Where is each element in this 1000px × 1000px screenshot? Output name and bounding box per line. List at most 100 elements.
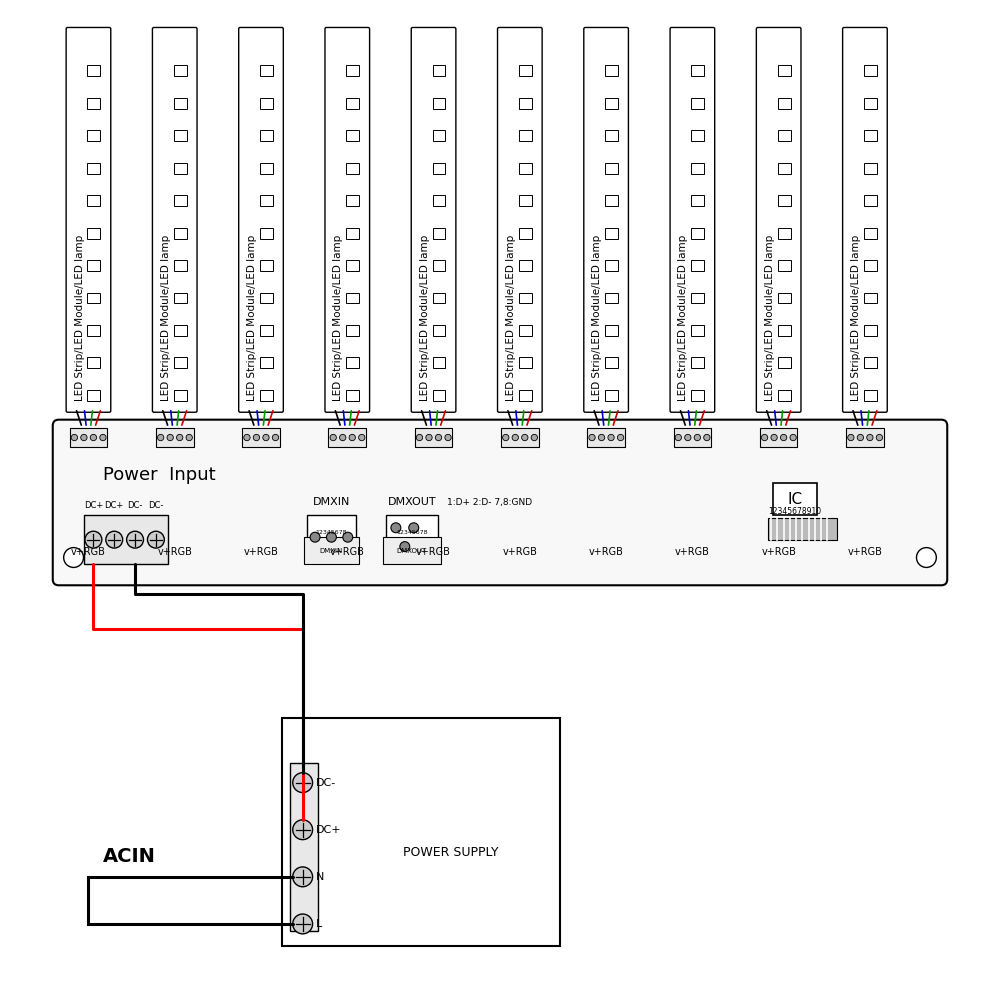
Circle shape — [177, 434, 183, 441]
FancyBboxPatch shape — [584, 27, 628, 412]
Bar — [174, 357, 187, 368]
Bar — [260, 163, 273, 174]
Text: DMXIN: DMXIN — [320, 548, 343, 554]
Text: 12345678: 12345678 — [316, 530, 347, 535]
Bar — [778, 195, 791, 206]
Bar — [519, 130, 532, 141]
Bar — [304, 537, 359, 564]
Circle shape — [848, 434, 854, 441]
Text: N: N — [316, 872, 324, 882]
Bar — [778, 357, 791, 368]
Bar — [773, 483, 817, 515]
Circle shape — [100, 434, 106, 441]
Circle shape — [685, 434, 691, 441]
FancyBboxPatch shape — [152, 27, 197, 412]
Bar — [87, 293, 100, 303]
Bar — [346, 228, 359, 239]
Text: LED Strip/LED Module/LED lamp: LED Strip/LED Module/LED lamp — [333, 235, 343, 401]
Text: DC-: DC- — [127, 501, 143, 510]
Bar — [674, 428, 711, 447]
Bar — [605, 195, 618, 206]
Bar — [778, 325, 791, 336]
Circle shape — [167, 434, 173, 441]
Bar — [605, 228, 618, 239]
Text: v+RGB: v+RGB — [502, 547, 537, 557]
Bar — [864, 65, 877, 76]
Circle shape — [790, 434, 796, 441]
Bar — [864, 293, 877, 303]
FancyBboxPatch shape — [670, 27, 715, 412]
Circle shape — [780, 434, 787, 441]
Circle shape — [64, 548, 84, 567]
Bar — [691, 163, 704, 174]
Bar — [290, 763, 318, 931]
Bar — [605, 293, 618, 303]
Text: Power  Input: Power Input — [103, 466, 216, 484]
Bar — [346, 163, 359, 174]
Text: LED Strip/LED Module/LED lamp: LED Strip/LED Module/LED lamp — [247, 235, 257, 401]
Bar — [519, 98, 532, 109]
Circle shape — [876, 434, 883, 441]
Bar — [691, 260, 704, 271]
Bar — [87, 163, 100, 174]
Bar — [778, 228, 791, 239]
Circle shape — [272, 434, 279, 441]
Text: LED Strip/LED Module/LED lamp: LED Strip/LED Module/LED lamp — [765, 235, 775, 401]
Bar — [346, 325, 359, 336]
Bar — [778, 130, 791, 141]
Text: v+RGB: v+RGB — [675, 547, 710, 557]
Circle shape — [293, 820, 313, 840]
Bar — [433, 98, 445, 109]
Text: POWER SUPPLY: POWER SUPPLY — [403, 846, 498, 859]
Bar — [242, 428, 280, 447]
Bar — [691, 195, 704, 206]
Bar — [864, 130, 877, 141]
Bar — [605, 390, 618, 401]
Circle shape — [147, 531, 164, 548]
Bar — [433, 163, 445, 174]
Circle shape — [426, 434, 432, 441]
Bar — [260, 65, 273, 76]
Bar — [87, 260, 100, 271]
Bar — [260, 228, 273, 239]
Text: 12345678: 12345678 — [396, 530, 427, 535]
Circle shape — [857, 434, 864, 441]
Bar — [174, 130, 187, 141]
Bar — [70, 428, 107, 447]
Circle shape — [90, 434, 97, 441]
Circle shape — [531, 434, 537, 441]
Bar — [519, 390, 532, 401]
Circle shape — [106, 531, 123, 548]
Text: DC+: DC+ — [84, 501, 103, 510]
Circle shape — [310, 532, 320, 542]
Circle shape — [917, 548, 936, 567]
Circle shape — [359, 434, 365, 441]
Bar — [519, 357, 532, 368]
Bar — [174, 98, 187, 109]
Bar — [328, 428, 366, 447]
Circle shape — [589, 434, 595, 441]
Bar — [864, 390, 877, 401]
Text: LED Strip/LED Module/LED lamp: LED Strip/LED Module/LED lamp — [592, 235, 602, 401]
Bar — [87, 98, 100, 109]
Circle shape — [81, 434, 87, 441]
Circle shape — [263, 434, 269, 441]
Bar — [605, 260, 618, 271]
Bar — [691, 65, 704, 76]
Circle shape — [761, 434, 768, 441]
Bar — [260, 260, 273, 271]
Circle shape — [416, 434, 423, 441]
Circle shape — [293, 914, 313, 934]
Bar — [346, 260, 359, 271]
FancyBboxPatch shape — [411, 27, 456, 412]
Text: DMXOUT: DMXOUT — [397, 548, 427, 554]
Circle shape — [127, 531, 143, 548]
Text: 1:D+ 2:D- 7,8:GND: 1:D+ 2:D- 7,8:GND — [447, 498, 533, 507]
Circle shape — [771, 434, 777, 441]
Text: DC+: DC+ — [316, 825, 341, 835]
Bar — [778, 293, 791, 303]
Circle shape — [71, 434, 78, 441]
Bar — [864, 357, 877, 368]
FancyBboxPatch shape — [843, 27, 887, 412]
Bar — [87, 390, 100, 401]
